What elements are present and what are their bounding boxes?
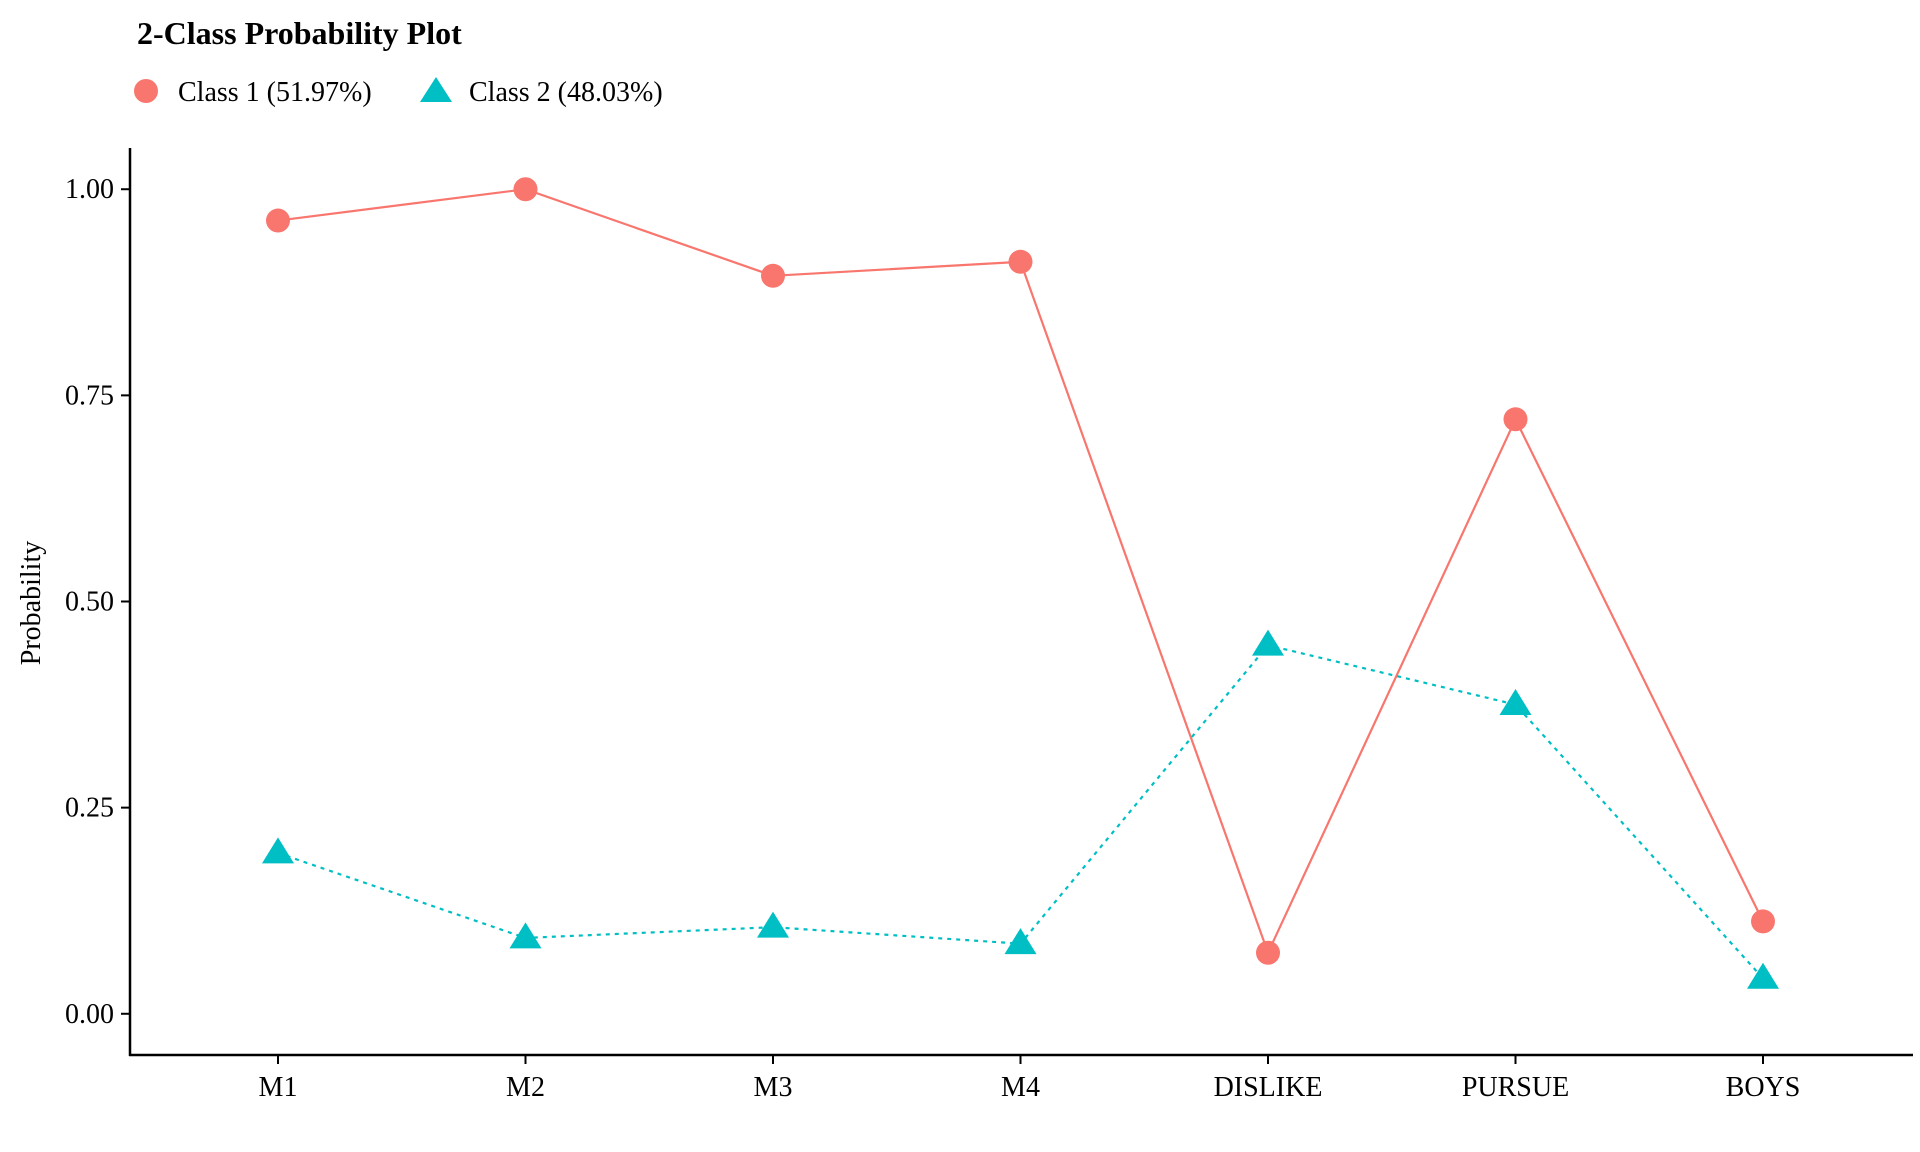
x-ticks: M1 M2 M3 M4 DISLIKE PURSUE BOYS	[259, 1055, 1801, 1103]
legend-triangle-icon	[420, 77, 452, 102]
series-markers	[262, 177, 1779, 989]
y-tick-label: 0.50	[65, 587, 114, 618]
data-point-class-1-m2	[513, 177, 538, 202]
x-axis: M1 M2 M3 M4 DISLIKE PURSUE BOYS	[129, 1053, 1913, 1103]
data-point-class-1-m4	[1008, 249, 1033, 274]
x-tick-label: M2	[506, 1072, 545, 1103]
x-tick-label: PURSUE	[1462, 1072, 1569, 1103]
legend-circle-icon	[134, 79, 158, 103]
data-point-class-2-dislike	[1252, 629, 1284, 656]
y-tick-label: 0.00	[65, 999, 114, 1030]
y-tick-label: 0.25	[65, 793, 114, 824]
y-tick-label: 1.00	[65, 174, 114, 205]
y-tick-label: 0.75	[65, 380, 114, 411]
data-point-class-2-m2	[509, 922, 542, 949]
x-tick-label: DISLIKE	[1214, 1072, 1323, 1103]
x-tick-label: M4	[1001, 1072, 1040, 1103]
data-point-class-1-m1	[266, 208, 290, 233]
x-tick-label: M3	[754, 1072, 793, 1103]
data-point-class-2-boys	[1747, 962, 1779, 989]
x-tick-label: M1	[259, 1072, 298, 1103]
y-axis: 0.00 0.25 0.50 0.75 1.00 Probability	[16, 148, 132, 1056]
y-ticks: 0.00 0.25 0.50 0.75 1.00	[65, 174, 130, 1030]
plot-area	[262, 177, 1779, 989]
chart-title: 2-Class Probability Plot	[137, 15, 462, 51]
y-axis-title: Probability	[16, 541, 47, 665]
legend: Class 1 (51.97%) Class 2 (48.03%)	[134, 77, 663, 108]
data-point-class-2-m4	[1004, 928, 1037, 955]
data-point-class-1-boys	[1751, 909, 1775, 934]
data-point-class-2-pursue	[1499, 688, 1532, 715]
x-tick-label: BOYS	[1726, 1072, 1801, 1103]
legend-label-class-1: Class 1 (51.97%)	[178, 77, 372, 108]
data-point-class-1-m3	[761, 263, 785, 288]
data-point-class-2-m1	[262, 837, 294, 864]
legend-label-class-2: Class 2 (48.03%)	[469, 77, 663, 108]
data-point-class-2-m3	[757, 911, 789, 938]
data-point-class-1-pursue	[1503, 407, 1528, 432]
data-point-class-1-dislike	[1256, 940, 1280, 965]
